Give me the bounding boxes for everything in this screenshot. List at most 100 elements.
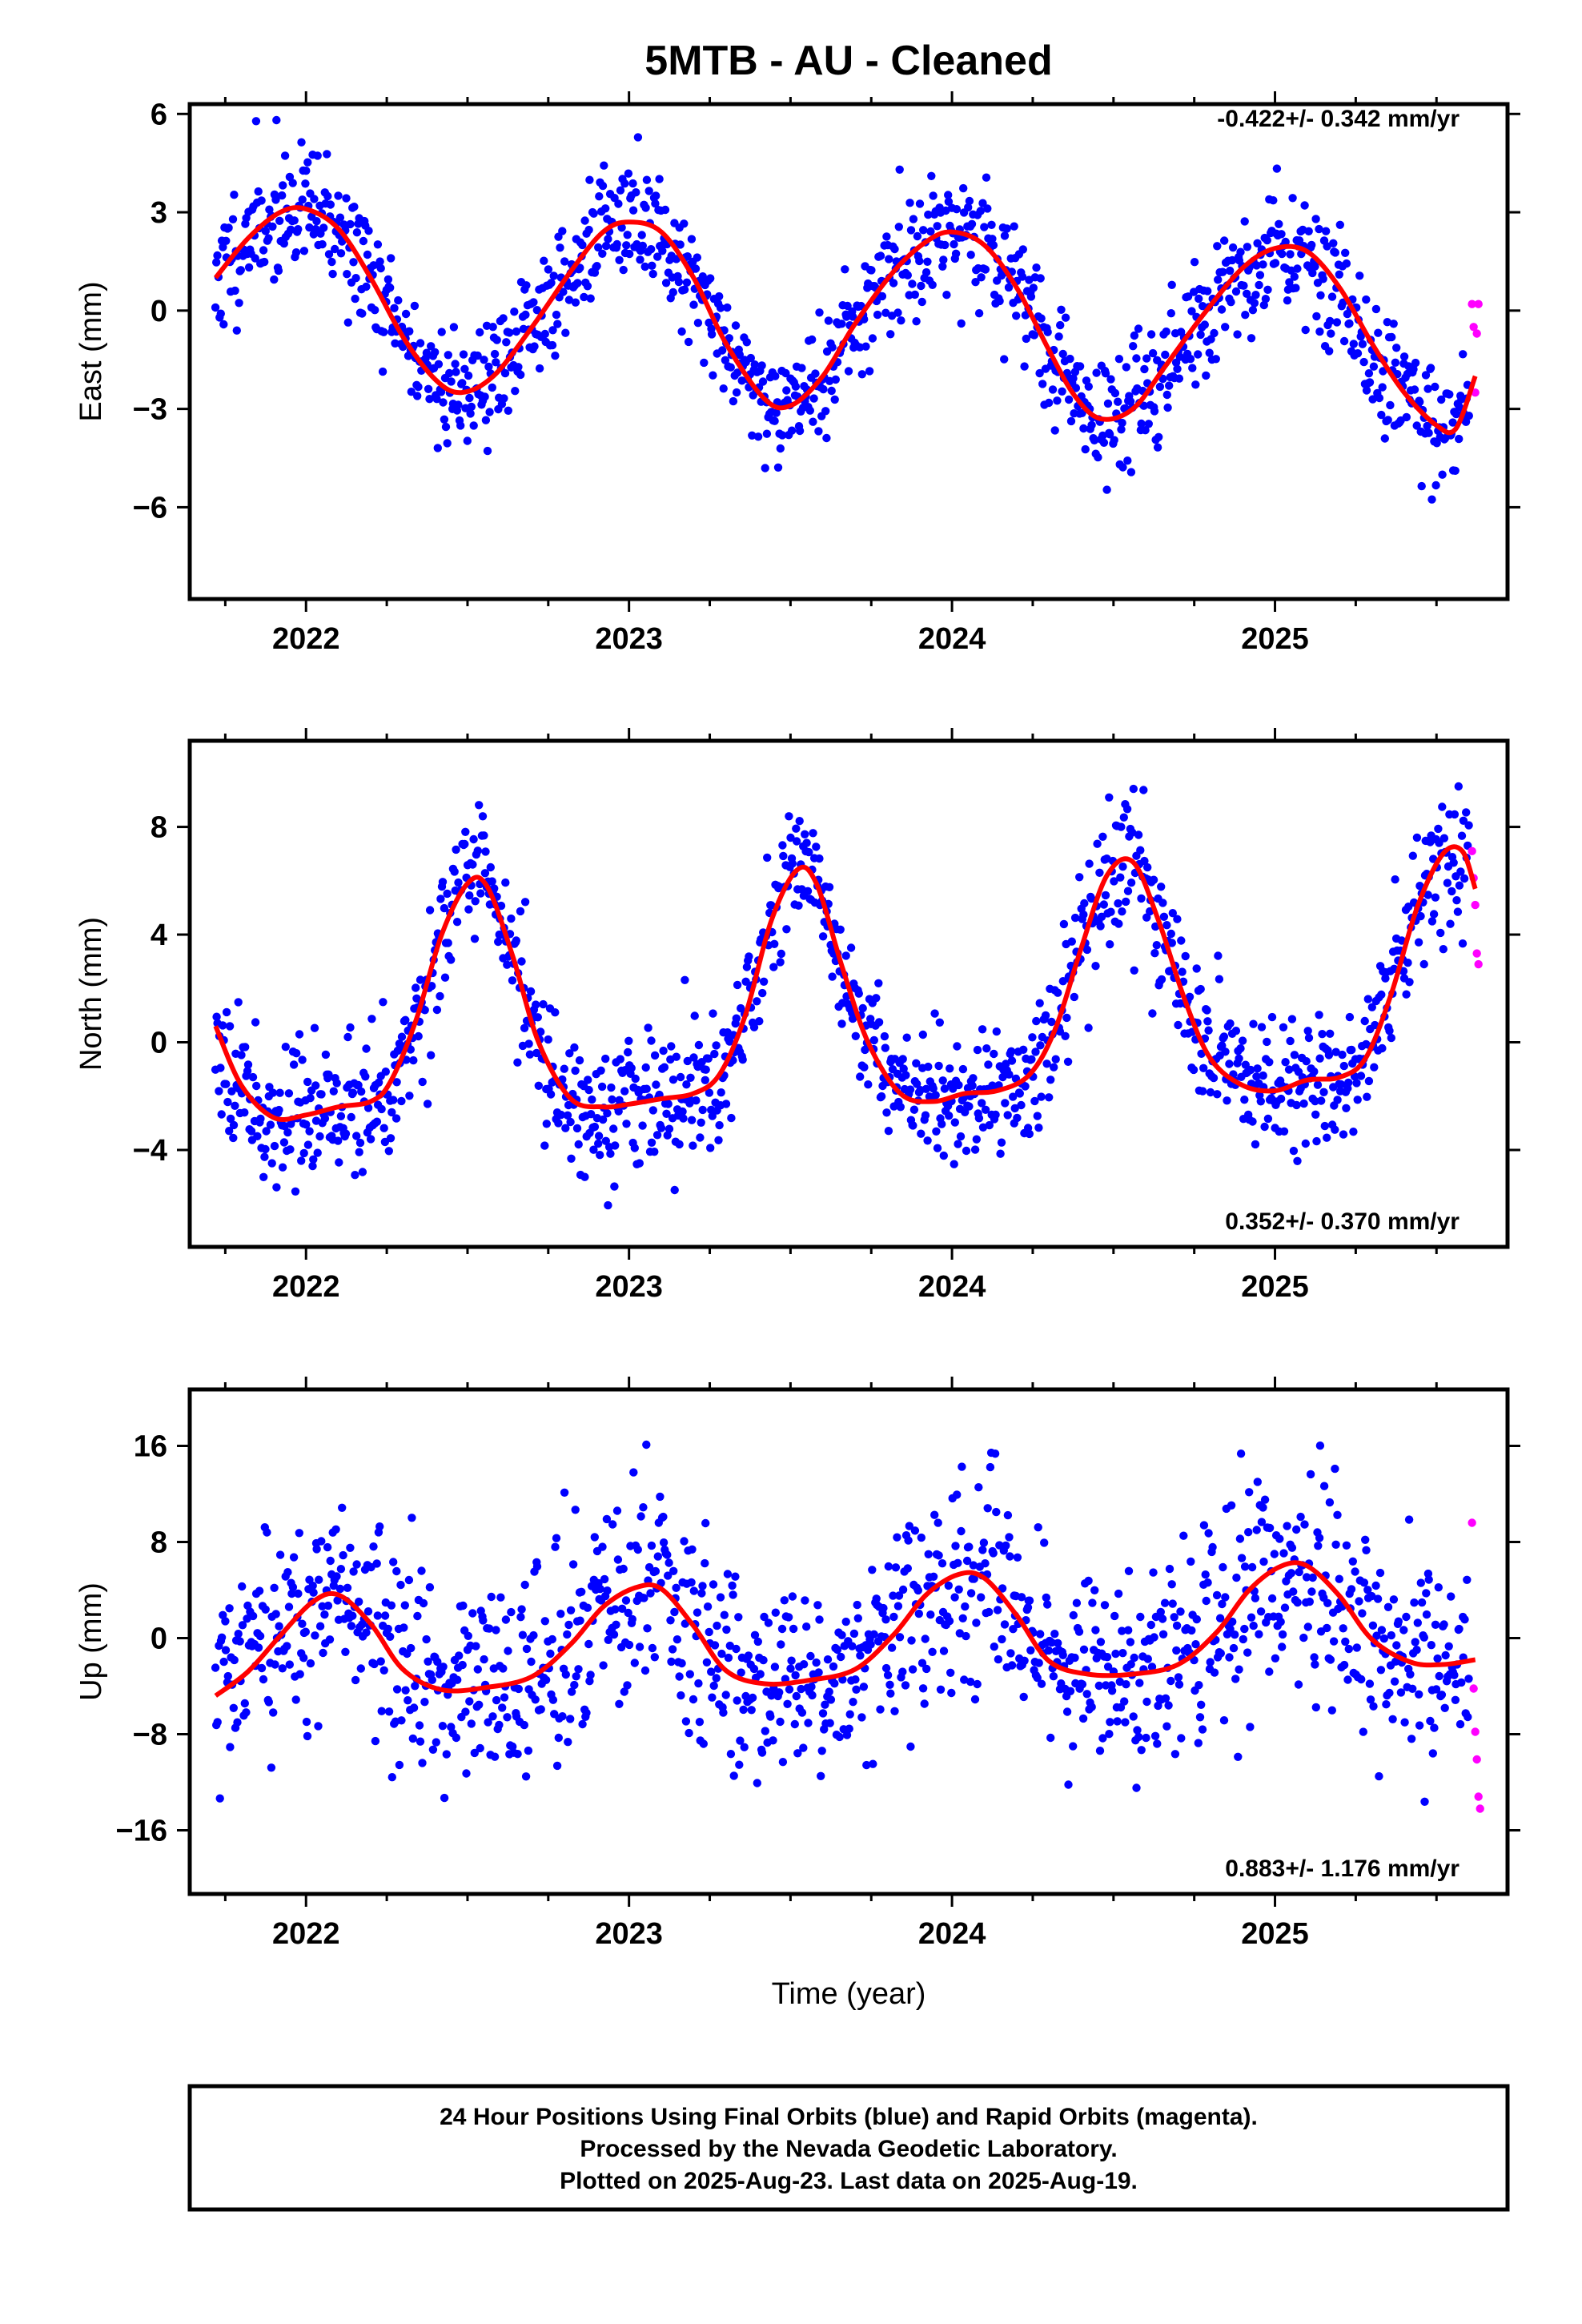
east-final-point bbox=[278, 191, 287, 200]
east-final-point bbox=[414, 382, 423, 392]
east-final-point bbox=[272, 115, 281, 125]
east-final-point bbox=[1167, 280, 1176, 289]
up-final-point bbox=[577, 1587, 586, 1597]
east-final-point bbox=[1105, 430, 1114, 439]
east-final-point bbox=[585, 175, 594, 184]
north-final-point bbox=[641, 1063, 650, 1072]
up-final-point bbox=[1198, 1725, 1207, 1734]
up-final-point bbox=[602, 1514, 612, 1524]
east-final-point bbox=[1261, 295, 1271, 304]
north-final-point bbox=[1378, 1043, 1387, 1053]
up-final-point bbox=[476, 1743, 484, 1753]
east-final-point bbox=[251, 117, 261, 126]
east-final-point bbox=[1010, 222, 1018, 231]
north-final-point bbox=[1189, 1065, 1199, 1075]
up-final-point bbox=[869, 1630, 878, 1639]
up-final-point bbox=[240, 1699, 249, 1708]
up-final-point bbox=[1168, 1599, 1177, 1608]
up-final-point bbox=[495, 1720, 504, 1730]
up-final-point bbox=[578, 1719, 587, 1729]
up-final-point bbox=[1174, 1673, 1183, 1682]
up-final-point bbox=[1413, 1618, 1423, 1627]
up-final-point bbox=[1451, 1695, 1460, 1704]
north-final-point bbox=[978, 1099, 986, 1108]
east-final-point bbox=[561, 328, 570, 337]
north-final-point bbox=[792, 837, 801, 846]
north-final-point bbox=[332, 1079, 341, 1088]
up-final-point bbox=[372, 1559, 381, 1568]
north-final-point bbox=[1399, 967, 1408, 975]
north-final-point bbox=[1128, 828, 1137, 837]
east-final-point bbox=[844, 367, 853, 376]
east-final-point bbox=[1378, 383, 1387, 392]
up-final-point bbox=[974, 1483, 983, 1492]
east-final-point bbox=[929, 191, 938, 200]
north-final-point bbox=[1363, 995, 1373, 1003]
east-final-point bbox=[640, 262, 649, 271]
east-final-point bbox=[676, 240, 685, 249]
east-final-point bbox=[1386, 400, 1395, 410]
east-final-point bbox=[1431, 480, 1440, 490]
east-final-point bbox=[1359, 357, 1368, 367]
north-final-point bbox=[672, 1052, 681, 1061]
north-final-point bbox=[1055, 1027, 1065, 1036]
east-final-point bbox=[1043, 328, 1052, 336]
east-final-point bbox=[1391, 358, 1400, 367]
east-rapid-point bbox=[1469, 323, 1478, 332]
up-final-point bbox=[1447, 1592, 1456, 1601]
up-final-point bbox=[1276, 1618, 1285, 1626]
north-final-point bbox=[1159, 912, 1169, 922]
east-final-point bbox=[651, 199, 660, 208]
east-final-point bbox=[1012, 312, 1021, 320]
up-final-point bbox=[1164, 1701, 1173, 1710]
north-final-point bbox=[476, 889, 485, 898]
north-final-point bbox=[828, 972, 837, 981]
up-final-point bbox=[695, 1718, 705, 1727]
north-final-point bbox=[1062, 1013, 1071, 1023]
up-final-point bbox=[621, 1596, 631, 1605]
east-final-point bbox=[1069, 374, 1078, 383]
east-final-point bbox=[655, 175, 664, 183]
up-final-point bbox=[1042, 1593, 1051, 1602]
up-final-point bbox=[1419, 1633, 1429, 1642]
east-final-point bbox=[434, 360, 444, 368]
up-final-point bbox=[1249, 1621, 1258, 1630]
north-final-point bbox=[229, 1133, 238, 1143]
up-final-point bbox=[744, 1651, 753, 1660]
up-final-point bbox=[425, 1582, 435, 1592]
up-final-point bbox=[993, 1606, 1002, 1614]
east-final-point bbox=[1369, 362, 1379, 371]
up-final-point bbox=[957, 1526, 966, 1536]
up-final-point bbox=[895, 1633, 905, 1642]
north-final-point bbox=[1457, 831, 1467, 840]
north-final-point bbox=[1126, 879, 1136, 887]
up-final-point bbox=[1147, 1663, 1157, 1671]
up-final-point bbox=[1385, 1688, 1394, 1698]
up-final-point bbox=[939, 1647, 949, 1655]
north-final-point bbox=[262, 1127, 271, 1136]
north-final-point bbox=[896, 1103, 905, 1112]
east-final-point bbox=[553, 320, 562, 328]
up-final-point bbox=[440, 1793, 449, 1803]
east-final-point bbox=[748, 431, 757, 440]
up-final-point bbox=[1170, 1750, 1180, 1759]
up-final-point bbox=[1006, 1649, 1015, 1658]
north-final-point bbox=[513, 1058, 522, 1067]
north-final-point bbox=[978, 1123, 988, 1132]
north-final-point bbox=[358, 1168, 367, 1176]
up-final-point bbox=[608, 1520, 617, 1529]
north-final-point bbox=[259, 1172, 268, 1182]
east-final-point bbox=[928, 280, 937, 289]
up-final-point bbox=[370, 1659, 379, 1669]
north-final-point bbox=[496, 901, 506, 911]
up-final-point bbox=[1252, 1526, 1261, 1534]
north-final-point bbox=[1412, 833, 1422, 842]
up-final-point bbox=[729, 1771, 738, 1780]
north-final-point bbox=[899, 1064, 908, 1073]
east-final-point bbox=[1129, 342, 1138, 351]
up-final-point bbox=[934, 1551, 943, 1560]
north-final-point bbox=[1331, 1047, 1340, 1056]
north-final-point bbox=[346, 1023, 355, 1032]
up-final-point bbox=[825, 1719, 834, 1727]
